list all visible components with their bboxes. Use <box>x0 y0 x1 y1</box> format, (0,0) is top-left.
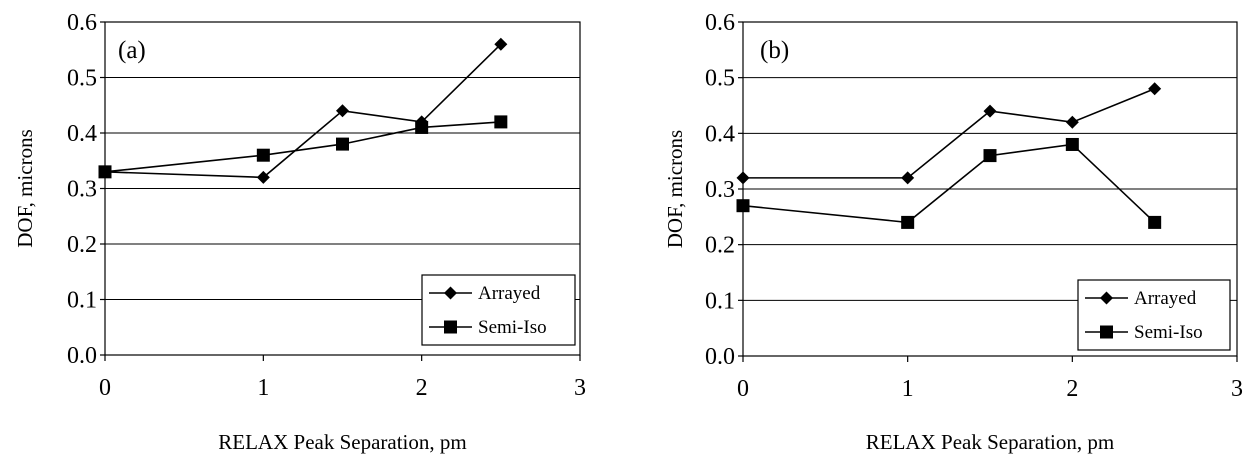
data-point <box>1148 215 1162 229</box>
y-tick-label: 0.6 <box>705 10 735 36</box>
data-point <box>494 37 508 51</box>
legend: Arrayed Semi-Iso <box>421 274 576 346</box>
chart-panel-b: 0.0 0.1 0.2 0.3 0.4 0.5 0.6 0 1 2 3 RELAX Peak Sepa… <box>663 10 1243 454</box>
y-tick-label: 0.1 <box>705 288 735 314</box>
series-line <box>104 43 502 179</box>
data-point <box>983 149 997 163</box>
x-tick-label: 0 <box>737 376 749 402</box>
data-point <box>736 171 750 185</box>
legend-entry: Arrayed <box>1134 288 1197 309</box>
legend-marker <box>1100 325 1113 339</box>
data-point <box>256 170 270 184</box>
y-axis-label: DOF, microns <box>13 129 37 247</box>
y-tick-label: 0.3 <box>705 177 735 203</box>
x-tick-label: 0 <box>99 375 111 401</box>
x-axis-label: RELAX Peak Separation, pm <box>218 430 466 454</box>
legend-entry: Semi-Iso <box>478 317 547 338</box>
panel-label: (b) <box>760 37 789 64</box>
y-tick-label: 0.4 <box>705 121 735 147</box>
chart-panel-a: 0.0 0.1 0.2 0.3 0.4 0.5 0.6 0 1 2 3 RELAX Peak Sepa… <box>13 10 586 454</box>
y-tick-label: 0.2 <box>67 232 97 258</box>
legend-entry: Semi-Iso <box>1134 322 1203 343</box>
legend-entry: Arrayed <box>478 283 541 304</box>
data-point <box>336 137 349 151</box>
legend: Arrayed Semi-Iso <box>1077 279 1231 351</box>
panel-label: (a) <box>118 37 146 64</box>
y-tick-label: 0.6 <box>67 10 97 36</box>
series-line <box>742 143 1156 224</box>
y-axis-label: DOF, microns <box>663 130 687 248</box>
legend-marker <box>1100 291 1113 305</box>
series-line <box>104 121 501 173</box>
data-point <box>901 215 915 229</box>
series-diamond <box>736 82 1162 185</box>
data-point <box>983 104 997 118</box>
legend-marker <box>444 320 457 334</box>
y-tick-label: 0.0 <box>67 343 97 369</box>
x-tick-label: 1 <box>257 375 269 401</box>
x-tick-label: 2 <box>1066 376 1078 402</box>
data-point <box>1065 115 1079 129</box>
data-point <box>256 148 270 162</box>
y-tick-label: 0.1 <box>67 288 97 314</box>
data-point <box>494 115 508 129</box>
data-point <box>336 104 349 118</box>
y-tick-label: 0.0 <box>705 344 735 370</box>
y-tick-label: 0.3 <box>67 177 97 203</box>
y-tick-label: 0.5 <box>705 66 735 92</box>
x-tick-label: 3 <box>574 375 586 401</box>
x-tick-label: 3 <box>1231 376 1243 402</box>
x-tick-label: 2 <box>416 375 428 401</box>
data-point <box>901 171 915 185</box>
data-point <box>736 199 750 213</box>
y-tick-label: 0.2 <box>705 233 735 259</box>
data-point <box>1065 137 1079 151</box>
series-square <box>98 115 508 179</box>
series-diamond <box>98 37 508 184</box>
series-square <box>736 137 1162 229</box>
y-tick-label: 0.4 <box>67 121 97 147</box>
legend-marker <box>444 286 457 300</box>
x-tick-label: 1 <box>902 376 914 402</box>
data-point <box>1148 82 1162 96</box>
x-axis-label: RELAX Peak Separation, pm <box>866 430 1114 454</box>
data-point <box>98 165 112 179</box>
data-point <box>415 120 429 134</box>
y-tick-label: 0.5 <box>67 66 97 92</box>
